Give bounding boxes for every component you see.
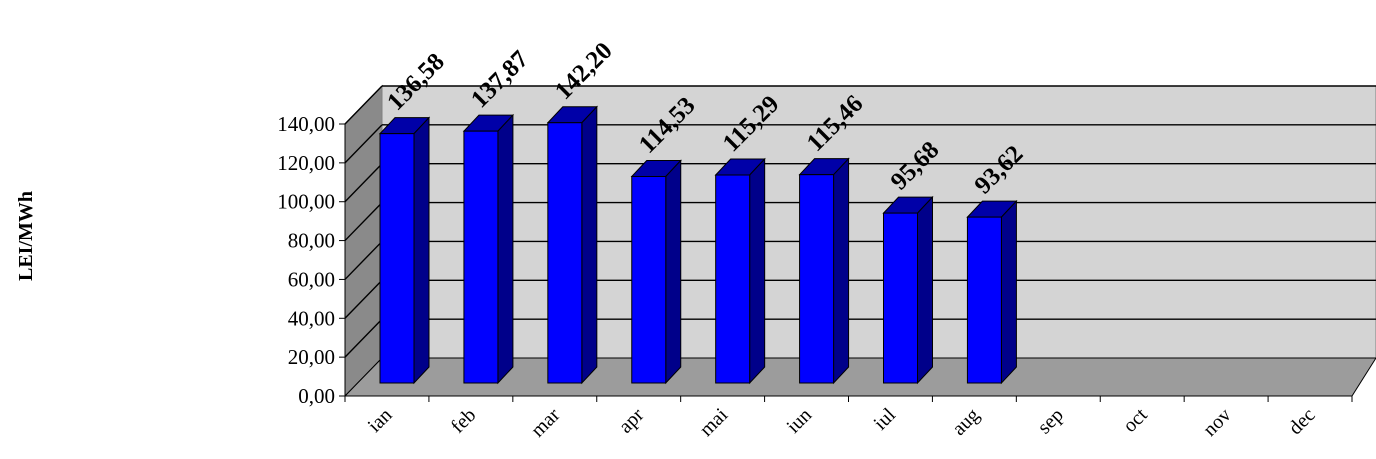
- x-tick-label: dec: [1284, 404, 1319, 439]
- y-axis: 0,00 20,00 40,00 60,00 80,00 100,00 120,00 140,…: [277, 112, 346, 408]
- y-tick-label: 100,00: [277, 190, 335, 214]
- chart-side-wall: [344, 84, 383, 398]
- x-tick-label: apr: [615, 404, 649, 438]
- bar-apr: [630, 159, 682, 385]
- bar-mar: [546, 105, 598, 385]
- gridline: [344, 240, 383, 280]
- y-tick-label: 60,00: [288, 267, 335, 291]
- bar-mai: [714, 157, 766, 385]
- bar-side: [581, 105, 598, 385]
- x-axis: ian feb mar apr mai iun iul aug sep oct nov dec: [344, 395, 1353, 442]
- y-tick-label: 40,00: [288, 306, 335, 330]
- bar-front: [966, 216, 1002, 384]
- y-tick-label: 80,00: [288, 229, 335, 253]
- bar-front: [799, 174, 835, 384]
- x-tick-label: mai: [695, 404, 732, 441]
- chart-back-wall: [381, 85, 1376, 359]
- x-tick-label: sep: [1033, 404, 1067, 438]
- gridline: [344, 163, 383, 203]
- bar-ian: [378, 116, 431, 385]
- bar-side: [497, 113, 514, 385]
- bar-front: [379, 133, 415, 384]
- bar-side: [833, 157, 850, 385]
- bar-side: [665, 159, 682, 385]
- y-tick-label: 20,00: [288, 345, 335, 369]
- x-tick-label: ian: [364, 404, 397, 437]
- bar-iul: [882, 195, 934, 385]
- x-tick-label: iul: [869, 404, 900, 435]
- bar-front: [715, 174, 751, 384]
- y-tick-label: 0,00: [298, 384, 335, 408]
- x-tick-label: nov: [1199, 404, 1236, 441]
- bar-side: [749, 157, 766, 385]
- bar-aug: [966, 199, 1018, 385]
- bar-iun: [798, 157, 850, 385]
- y-tick-label: 140,00: [277, 112, 335, 136]
- bar-front: [463, 130, 499, 384]
- bar-side: [1000, 199, 1017, 385]
- bar-side: [917, 195, 933, 385]
- gridline: [344, 85, 383, 125]
- gridline: [344, 202, 383, 242]
- x-tick-label: aug: [948, 404, 984, 440]
- gridline: [344, 318, 383, 358]
- x-tick-label: mar: [527, 404, 565, 442]
- gridline: [344, 124, 383, 164]
- y-tick-label: 120,00: [277, 151, 335, 175]
- bars: [378, 105, 1018, 385]
- y-axis-title: LEI/MWh: [15, 191, 37, 281]
- x-tick-label: oct: [1119, 404, 1152, 437]
- x-tick-label: feb: [447, 404, 481, 438]
- bar-front: [631, 175, 667, 384]
- bar-side: [413, 116, 430, 385]
- gridline: [344, 279, 383, 319]
- x-tick-label: iun: [782, 404, 816, 438]
- bar-feb: [462, 113, 515, 385]
- bar-front: [883, 212, 918, 384]
- bar-front: [547, 122, 583, 384]
